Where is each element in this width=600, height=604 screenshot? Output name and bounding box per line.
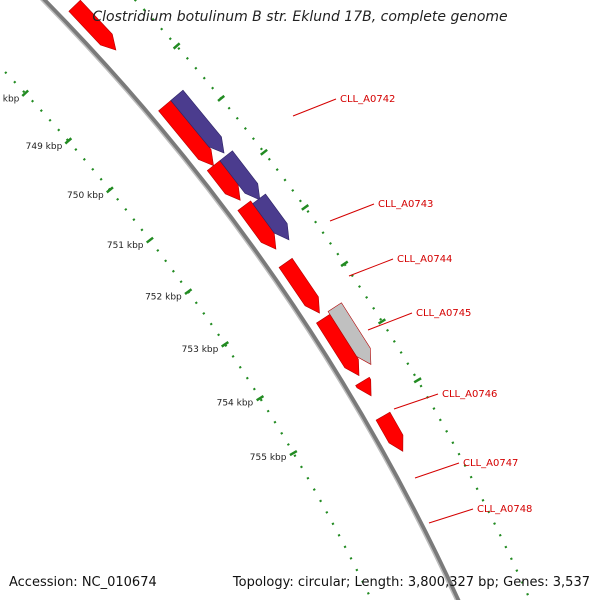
gene-layer bbox=[68, 0, 404, 452]
major-tick bbox=[256, 394, 265, 402]
gene-leader-line bbox=[329, 203, 375, 222]
gene-CLL_A0743-a[interactable] bbox=[158, 100, 214, 167]
gene-CLL_A0742[interactable] bbox=[68, 0, 117, 51]
tick-label: 752 kbp bbox=[145, 292, 182, 302]
major-tick bbox=[145, 236, 154, 244]
major-tick bbox=[184, 288, 193, 295]
major-tick bbox=[64, 137, 73, 145]
backbone-highlight bbox=[39, 0, 459, 604]
major-tick bbox=[172, 42, 181, 50]
major-tick bbox=[413, 377, 422, 384]
major-tick bbox=[260, 148, 268, 156]
gene-leader-line bbox=[367, 312, 413, 331]
gene-leader-line bbox=[393, 393, 439, 410]
major-tick bbox=[21, 89, 30, 97]
major-tick bbox=[301, 204, 310, 211]
gene-CLL_A0748[interactable] bbox=[355, 376, 372, 397]
tick-label: 749 kbp bbox=[26, 142, 63, 152]
gene-CLL_A0747[interactable] bbox=[327, 302, 372, 365]
major-tick bbox=[377, 318, 387, 325]
gene-label-layer: CLL_A0742 CLL_A0743 CLL_A0744 CLL_A0745 CLL_… bbox=[292, 94, 532, 524]
tick-label: 751 kbp bbox=[107, 241, 144, 251]
major-tick bbox=[217, 94, 226, 102]
accession-label: Accession: NC_010674 bbox=[9, 575, 157, 590]
major-tick bbox=[289, 449, 298, 457]
gene-label: CLL_A0744 bbox=[397, 254, 452, 265]
tick-label: 750 kbp bbox=[67, 191, 104, 201]
gene-label: CLL_A0747 bbox=[463, 458, 518, 469]
tick-label: 753 kbp bbox=[182, 345, 219, 355]
gene-CLL_A0747-a[interactable] bbox=[316, 313, 360, 377]
tick-ring bbox=[0, 65, 375, 604]
gene-CLL_A0745[interactable] bbox=[237, 200, 277, 250]
tick-label: 755 kbp bbox=[250, 453, 287, 463]
tick-label: 754 kbp bbox=[217, 398, 254, 408]
gene-leader-line bbox=[414, 462, 460, 479]
major-tick bbox=[340, 260, 349, 268]
map-title: Clostridium botulinum B str. Eklund 17B,… bbox=[92, 9, 508, 25]
gene-leader-line bbox=[348, 258, 394, 277]
gene-CLL_A0744-a[interactable] bbox=[206, 160, 241, 201]
major-tick bbox=[106, 186, 114, 194]
tick-label: 748 kbp bbox=[0, 95, 20, 105]
gene-CLL_A0743[interactable] bbox=[170, 89, 225, 154]
gene-label: CLL_A0742 bbox=[340, 94, 395, 105]
gene-label: CLL_A0743 bbox=[378, 199, 433, 210]
gene-CLL_A0746[interactable] bbox=[278, 257, 320, 314]
gene-leader-line bbox=[428, 508, 474, 524]
gene-CLL_A0744[interactable] bbox=[219, 150, 261, 201]
gene-CLL_A0745-b[interactable] bbox=[252, 193, 290, 241]
gene-leader-line bbox=[292, 98, 337, 117]
gene-post-CLL_A0748[interactable] bbox=[375, 411, 404, 452]
gene-label: CLL_A0746 bbox=[442, 389, 497, 400]
gene-label: CLL_A0745 bbox=[416, 308, 471, 319]
backbone-line bbox=[40, 0, 463, 604]
major-tick bbox=[220, 341, 230, 348]
genome-summary: Topology: circular; Length: 3,800,327 bp… bbox=[232, 575, 590, 590]
gene-label: CLL_A0748 bbox=[477, 504, 532, 515]
tick-ring bbox=[133, 0, 534, 604]
backbone-layer bbox=[39, 0, 463, 604]
